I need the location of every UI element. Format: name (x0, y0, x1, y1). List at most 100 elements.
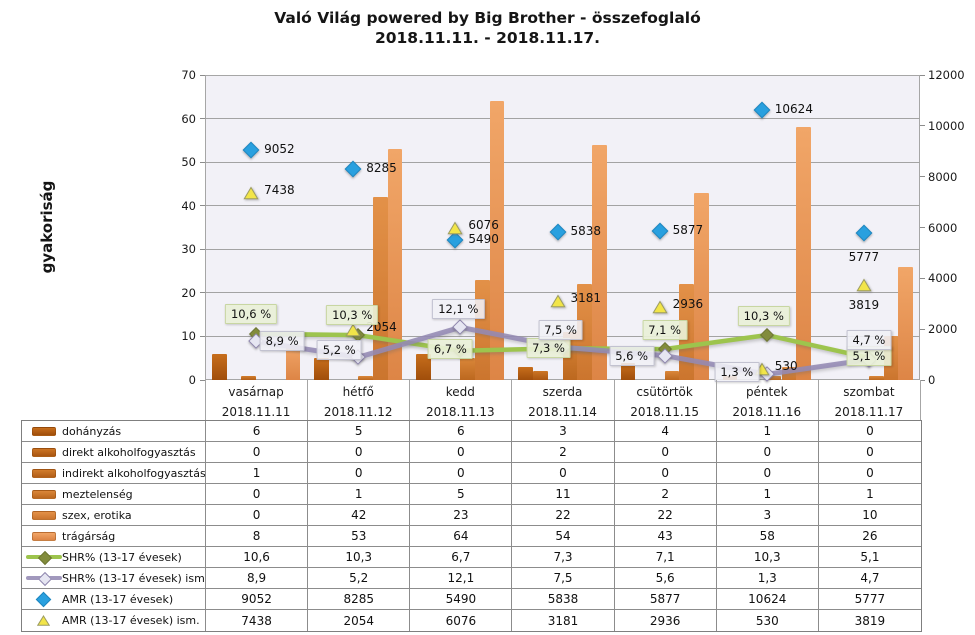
table-value-cell: 1,3 (716, 568, 819, 589)
amr-value-label: 530 (774, 358, 798, 373)
table-value-cell: 2054 (308, 610, 411, 631)
chart-title-line2: 2018.11.11. - 2018.11.17. (374, 29, 601, 47)
x-axis-category: szombat 2018.11.17 (818, 381, 920, 419)
series-name: dohányzás (62, 424, 122, 438)
bar-szex-erotika (372, 197, 388, 380)
x-axis-day-label: szerda (542, 385, 583, 399)
amr-ism-marker-icon (856, 276, 872, 292)
legend-line-swatch (25, 550, 62, 566)
legend-key-bar (25, 484, 62, 504)
table-row-label: szex, erotika (22, 505, 206, 526)
legend-line-marker-icon (37, 550, 52, 566)
table-value-cell: 2 (512, 442, 615, 463)
table-value-cell: 5,6 (614, 568, 717, 589)
series-name: indirekt alkoholfogyasztás (62, 466, 206, 480)
table-value-cell: 8285 (308, 589, 411, 610)
y-axis-right-tick (920, 74, 925, 76)
legend-key-bar (25, 505, 62, 525)
table-value-cell: 2936 (615, 610, 717, 631)
y-axis-right-tick (920, 379, 925, 381)
shr-percent-label: 5,2 % (316, 340, 362, 361)
x-axis-separator (715, 380, 717, 420)
amr-value-label: 5838 (570, 223, 602, 238)
x-axis-separator (613, 380, 615, 420)
amr-ism-marker-icon (549, 293, 566, 308)
series-name: AMR (13-17 évesek) ism. (62, 614, 200, 627)
gridline (205, 292, 920, 294)
legend-line-swatch (25, 571, 62, 587)
chart-title: Való Világ powered by Big Brother - össz… (0, 8, 975, 48)
gridline (205, 161, 920, 163)
table-value-cell: 0 (614, 442, 717, 463)
table-value-cell: 5 (410, 484, 513, 505)
y-axis-right-tick-label: 4000 (928, 271, 958, 286)
amr-value-label: 5877 (672, 222, 704, 237)
table-value-cell: 1 (818, 484, 921, 505)
table-value-cell: 0 (716, 442, 819, 463)
table-value-cell: 0 (308, 463, 411, 484)
table-value-cell: 3 (716, 505, 819, 526)
table-value-cell: 8 (206, 526, 309, 547)
table-row-label: meztelenség (22, 484, 206, 505)
table-value-cell: 26 (818, 526, 921, 547)
bar-tr-g-rs-g (489, 101, 505, 380)
bar-meztelens-g (460, 358, 476, 380)
table-row-label: indirekt alkoholfogyasztás (22, 463, 206, 484)
table-value-cell: 7,5 (512, 568, 615, 589)
bar-doh-nyz-s (314, 358, 329, 380)
y-axis-right-tick (920, 227, 925, 228)
amr-value-label: 8285 (366, 161, 397, 176)
table-value-cell: 58 (716, 526, 819, 547)
y-axis-left-tick (200, 248, 205, 250)
table-value-cell: 3819 (854, 613, 886, 628)
series-name: szex, erotika (62, 508, 132, 522)
table-value-cell: 5,2 (308, 568, 411, 589)
y-axis-left-tick-label: 0 (188, 373, 196, 387)
table-row-label: dohányzás (22, 421, 206, 442)
table-value-cell: 0 (818, 442, 921, 463)
shr-percent-label: 6,7 % (427, 338, 473, 359)
table-row-label: trágárság (22, 526, 206, 547)
amr-value-label: 9052 (264, 141, 295, 156)
y-axis-right-tick-label: 2000 (928, 322, 958, 337)
legend-bar-swatch (31, 510, 56, 520)
x-axis-day-label: csütörtök (636, 385, 693, 399)
table-value-cell: 5,1 (818, 547, 921, 568)
table-value-cell: 23 (410, 505, 513, 526)
x-axis-date-label: 2018.11.12 (323, 405, 393, 419)
table-value-cell: 10624 (716, 589, 819, 610)
bar-doh-nyz-s (212, 353, 227, 380)
table-value-cell: 0 (410, 463, 513, 484)
x-axis-day-label: péntek (745, 385, 788, 399)
y-axis-right-tick (920, 277, 925, 279)
legend-key-bar (25, 442, 62, 462)
x-axis-separator (817, 380, 819, 420)
table-value-cell: 7,3 (512, 547, 615, 568)
table-value-cell: 0 (206, 505, 309, 526)
x-axis-separator (511, 380, 513, 420)
table-value-cell: 10,3 (716, 547, 819, 568)
table-value-cell: 7438 (206, 610, 309, 631)
shr-percent-label: 10,3 % (326, 305, 379, 326)
series-name: AMR (13-17 évesek) (62, 592, 174, 606)
table-value-cell: 4,7 (818, 568, 921, 589)
table-row-label: direkt alkoholfogyasztás (22, 442, 206, 463)
shr-percent-label: 10,3 % (737, 306, 790, 327)
y-axis-right-tick (920, 328, 925, 330)
amr-ism-marker-icon (243, 184, 259, 200)
bar-tr-g-rs-g (898, 266, 913, 380)
x-axis-separator (307, 380, 309, 420)
y-axis-right-tick (920, 125, 925, 127)
y-axis-left-tick-label: 20 (181, 285, 196, 300)
bar-tr-g-rs-g (694, 192, 709, 380)
x-axis-date-label: 2018.11.17 (834, 405, 904, 419)
bar-meztelens-g (868, 375, 884, 380)
table-value-cell: 5877 (614, 589, 717, 610)
bar-tr-g-rs-g (387, 149, 403, 380)
amr-ism-marker-icon (652, 299, 668, 314)
y-axis-left-tick-label: 50 (181, 155, 196, 170)
table-value-cell: 7,1 (614, 547, 717, 568)
x-axis-day-label: hétfő (342, 385, 374, 399)
legend-key-scatter (25, 610, 62, 631)
